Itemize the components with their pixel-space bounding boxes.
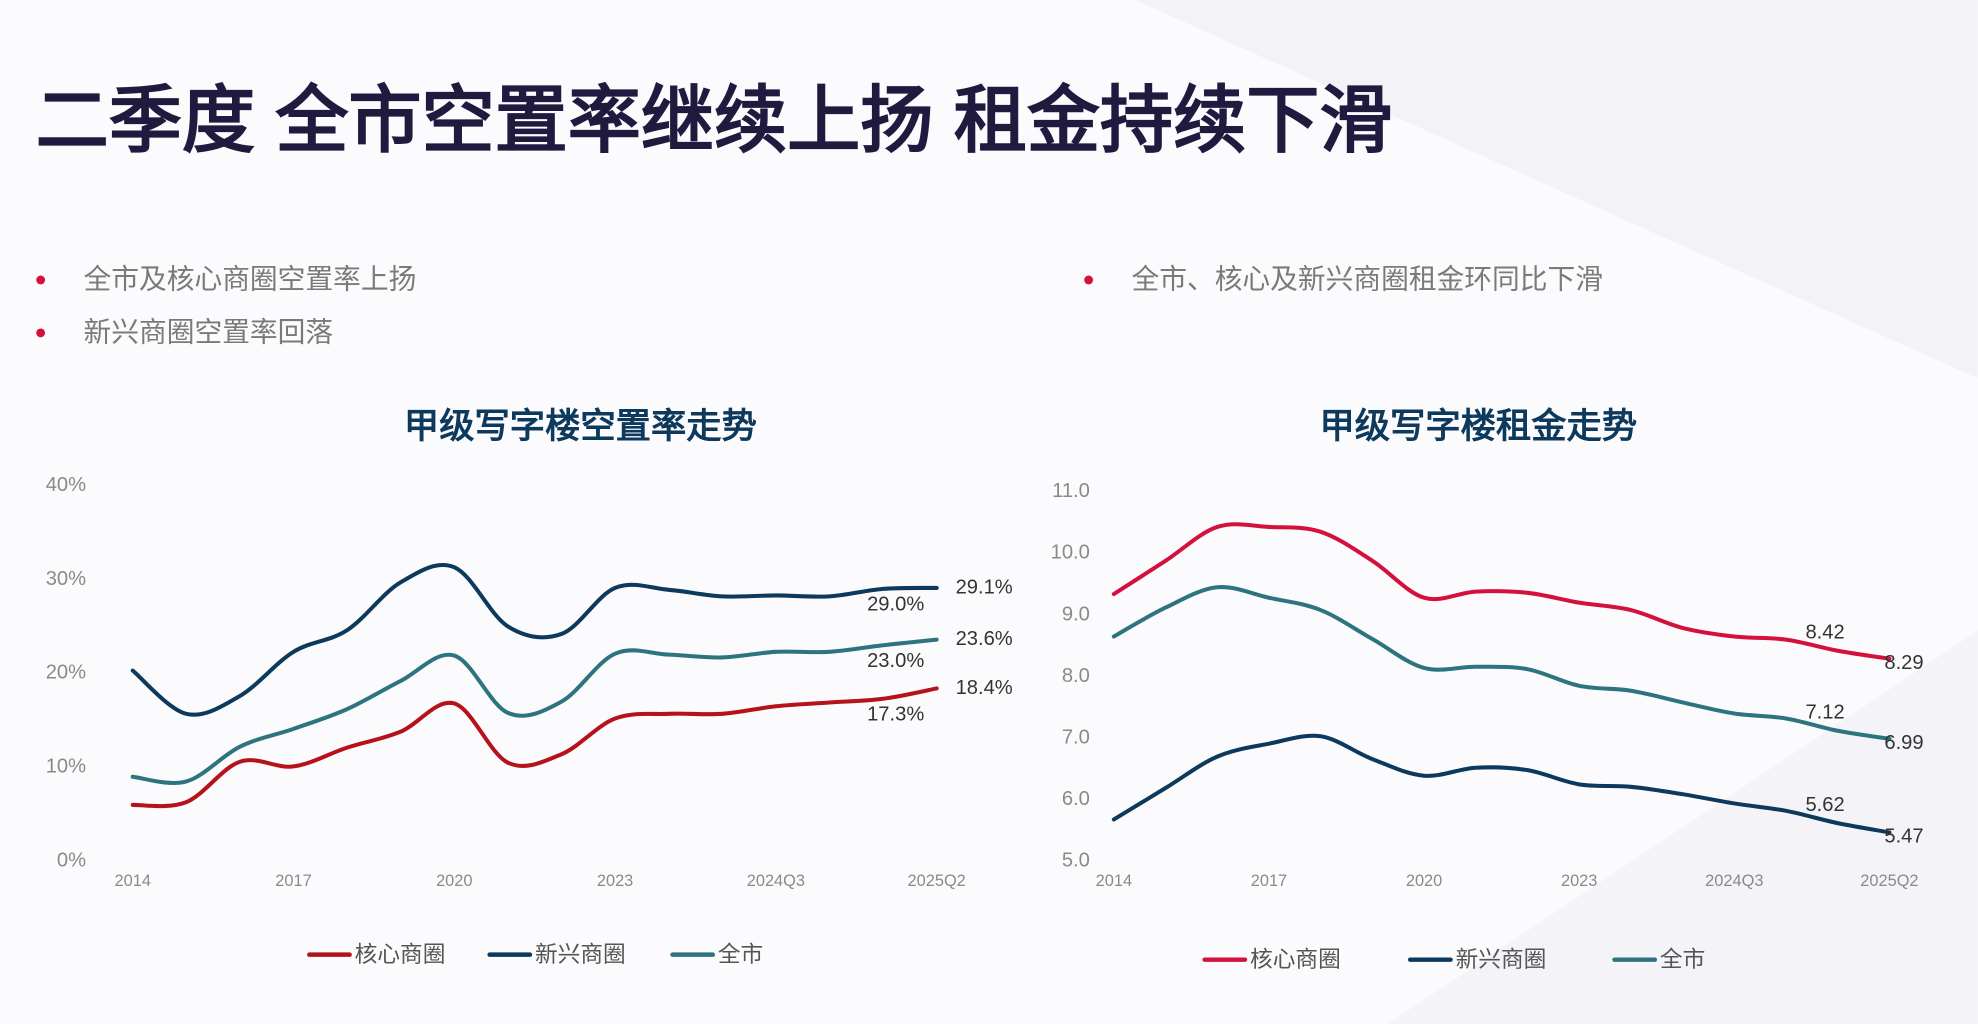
x-tick-label: 2017: [275, 872, 311, 890]
x-tick-label: 2024Q3: [747, 872, 805, 890]
background-shape: [1135, 0, 1978, 379]
series-line: [130, 686, 939, 809]
x-tick-label: 2020: [1406, 872, 1442, 890]
series-line: [1111, 733, 1892, 835]
x-tick-label: 2017: [1251, 872, 1287, 890]
y-tick-label: 11.0: [1052, 480, 1090, 502]
data-label: 5.47: [1884, 826, 1923, 848]
y-tick-label: 30%: [46, 568, 86, 590]
x-tick-label: 2023: [597, 872, 633, 890]
x-tick-label: 2025Q2: [1860, 872, 1918, 890]
legend-label: 新兴商圈: [535, 941, 626, 967]
data-label: 7.12: [1805, 701, 1844, 723]
legend-label: 核心商圈: [1250, 946, 1341, 972]
page-title: 二季度 全市空置率继续上扬 租金持续下滑: [36, 80, 1393, 161]
y-tick-label: 10%: [46, 756, 86, 778]
data-label: 6.99: [1884, 732, 1923, 754]
data-label: 5.62: [1805, 794, 1844, 816]
bullet-text: 全市及核心商圈空置率上扬: [84, 264, 417, 295]
chart-title: 甲级写字楼租金走势: [1319, 406, 1637, 446]
legend-label: 全市: [1660, 946, 1705, 972]
series-line: [1111, 585, 1892, 741]
bullet-dot: [36, 328, 46, 338]
legend-label: 新兴商圈: [1456, 946, 1547, 972]
y-tick-label: 6.0: [1062, 788, 1090, 810]
chart-title: 甲级写字楼空置率走势: [404, 406, 757, 446]
y-tick-label: 20%: [46, 662, 86, 684]
data-label: 29.0%: [867, 594, 924, 616]
series-line: [130, 563, 939, 717]
y-tick-label: 8.0: [1062, 665, 1090, 687]
y-tick-label: 7.0: [1062, 726, 1090, 748]
data-label: 18.4%: [956, 677, 1013, 699]
x-tick-label: 2014: [1096, 872, 1132, 890]
series-line: [130, 637, 939, 785]
x-tick-label: 2025Q2: [908, 872, 966, 890]
data-label: 23.0%: [867, 650, 924, 672]
x-tick-label: 2024Q3: [1705, 872, 1763, 890]
data-label: 17.3%: [867, 704, 924, 726]
x-tick-label: 2014: [115, 872, 151, 890]
y-tick-label: 40%: [46, 474, 86, 496]
y-tick-label: 10.0: [1051, 542, 1090, 564]
y-tick-label: 0%: [57, 850, 86, 872]
data-label: 23.6%: [956, 628, 1013, 650]
legend-label: 全市: [718, 941, 763, 967]
data-label: 29.1%: [956, 576, 1013, 598]
y-tick-label: 9.0: [1062, 603, 1090, 625]
legend-label: 核心商圈: [355, 941, 446, 967]
bullet-dot: [36, 275, 46, 285]
bullet-dot: [1084, 275, 1094, 285]
bullet-text: 全市、核心及新兴商圈租金环同比下滑: [1132, 264, 1603, 295]
x-tick-label: 2023: [1561, 872, 1597, 890]
data-label: 8.29: [1884, 652, 1923, 674]
data-label: 8.42: [1805, 621, 1844, 643]
x-tick-label: 2020: [436, 872, 472, 890]
bullet-text: 新兴商圈空置率回落: [84, 317, 334, 348]
series-line: [1111, 522, 1892, 661]
y-tick-label: 5.0: [1062, 850, 1090, 872]
